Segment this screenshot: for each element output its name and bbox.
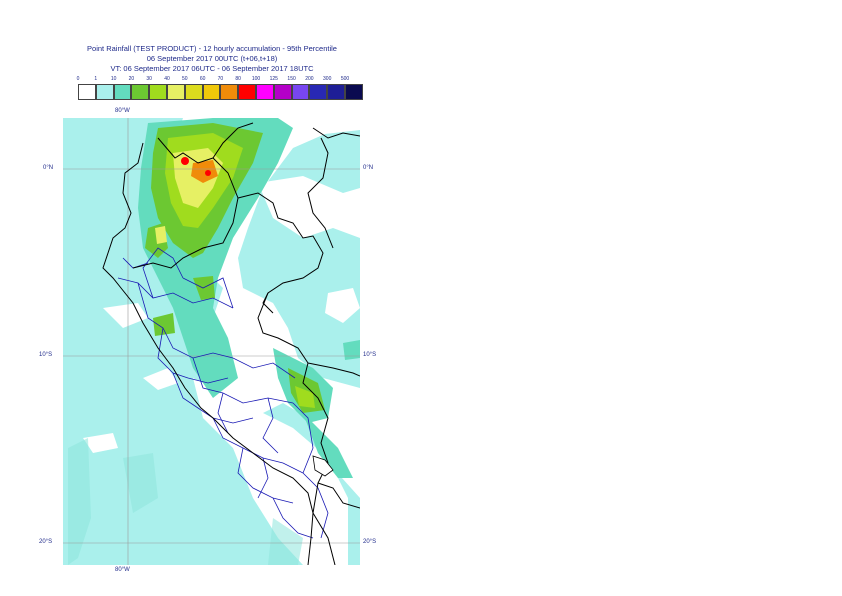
map-canvas [63,118,360,565]
scale-label-125: 125 [269,76,278,82]
scale-label-200: 200 [305,76,314,82]
scale-label-0: 0 [76,76,80,82]
scale-swatch-2 [113,84,132,100]
scale-swatch-4 [149,84,167,100]
scale-label-80: 80 [235,76,241,82]
scale-label-500: 500 [340,76,350,82]
title-line-3: VT: 06 September 2017 06UTC - 06 Septemb… [110,64,314,73]
lat-label-10s-left: 10°S [39,352,53,358]
scale-swatch-14 [327,84,345,100]
scale-label-70: 70 [217,76,224,82]
scale-label-30: 30 [146,76,152,82]
scale-swatch-12 [291,84,310,100]
scale-label-40: 40 [164,76,170,82]
scale-swatch-9 [238,84,256,100]
lon-label-top: 80°W [115,108,130,114]
scale-swatch-0 [78,84,96,100]
lat-label-20s-left: 20°S [39,539,53,545]
rain-core [181,157,218,183]
lat-label-0-right: 0°N [363,165,374,171]
title-line-1: Point Rainfall (TEST PRODUCT) - 12 hourl… [87,44,337,53]
scale-swatch-10 [256,84,274,100]
scale-swatch-1 [95,84,114,100]
scale-swatch-3 [131,84,150,100]
scale-swatch-11 [273,84,292,100]
lat-label-0-left: 0°N [43,165,54,171]
scale-swatch-7 [202,84,221,100]
scale-label-100: 100 [251,76,261,82]
scale-label-150: 150 [287,76,296,82]
scale-swatch-6 [184,84,203,100]
scale-swatch-15 [345,84,363,100]
ocean-streaks [68,438,303,565]
title-line-2: 06 September 2017 00UTC (t+06,t+18) [146,54,278,63]
scale-label-10: 10 [110,76,117,82]
lat-label-10s-right: 10°S [363,352,377,358]
scale-label-20: 20 [128,76,135,82]
scale-swatch-8 [220,84,239,100]
lon-label-bottom: 80°W [115,567,130,573]
scale-label-60: 60 [199,76,206,82]
scale-swatch-13 [309,84,328,100]
scale-label-50: 50 [182,76,188,82]
scale-swatch-5 [167,84,185,100]
coastlines-borders [102,122,360,565]
scale-label-1: 1 [94,76,98,82]
lake-outline [312,455,334,477]
scale-label-300: 300 [323,76,332,82]
map-panel: 80°W 80°W 0°N 0°N 10°S 10°S 20°S 20°S [39,108,376,573]
lat-label-20s-right: 20°S [363,539,377,545]
